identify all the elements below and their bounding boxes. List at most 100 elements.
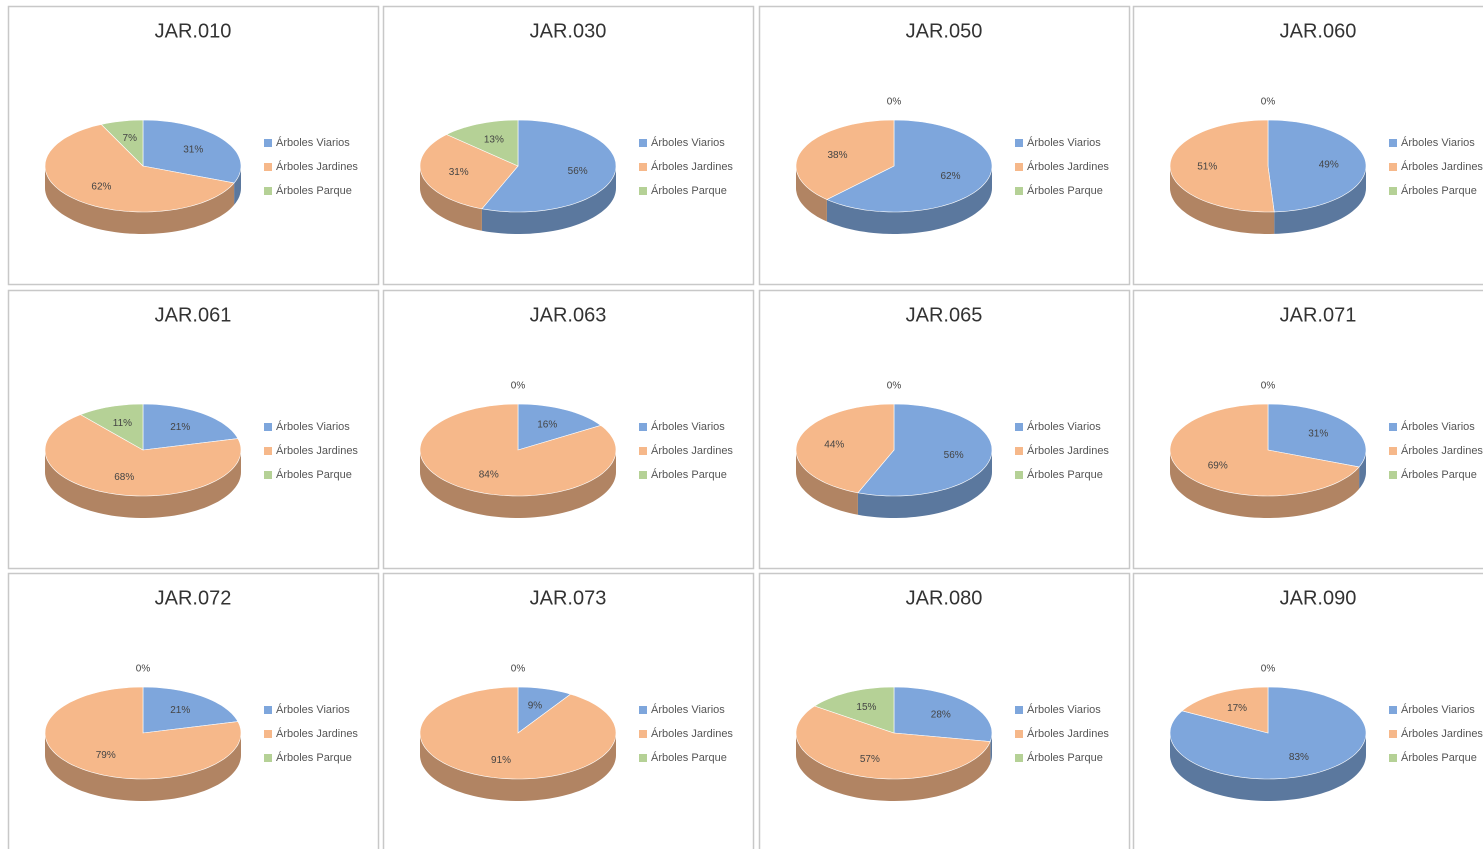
slice-side <box>45 166 235 234</box>
legend-swatch <box>1389 447 1397 455</box>
data-label: 51% <box>1197 162 1217 173</box>
data-label: 0% <box>887 97 902 108</box>
legend-label: Árboles Parque <box>1401 751 1477 764</box>
legend-swatch <box>1389 754 1397 762</box>
data-label: 0% <box>887 381 902 392</box>
data-label: 28% <box>931 709 951 720</box>
legend-swatch <box>639 706 647 714</box>
legend-swatch <box>1389 730 1397 738</box>
data-label: 0% <box>1261 97 1276 108</box>
slice <box>893 686 993 742</box>
legend-swatch <box>1015 163 1023 171</box>
legend-swatch <box>1015 423 1023 431</box>
legend-label: Árboles Viarios <box>1401 420 1475 433</box>
slice <box>142 686 239 734</box>
legend-swatch <box>639 139 647 147</box>
data-label: 68% <box>114 472 134 483</box>
legend-swatch <box>639 163 647 171</box>
legend-swatch <box>264 447 272 455</box>
chart-title: JAR.071 <box>1280 304 1357 326</box>
legend-label: Árboles Viarios <box>276 420 350 433</box>
legend-label: Árboles Parque <box>651 184 727 197</box>
legend-swatch <box>264 471 272 479</box>
legend-swatch <box>1015 187 1023 195</box>
legend-swatch <box>264 754 272 762</box>
legend-label: Árboles Parque <box>651 468 727 481</box>
slice <box>44 686 242 780</box>
slice <box>795 119 895 200</box>
data-label: 38% <box>827 150 847 161</box>
slice-side <box>420 166 482 231</box>
legend-label: Árboles Viarios <box>276 136 350 149</box>
legend-label: Árboles Viarios <box>276 703 350 716</box>
slice-side <box>1170 166 1275 234</box>
legend-label: Árboles Parque <box>1027 468 1103 481</box>
legend-label: Árboles Viarios <box>1401 136 1475 149</box>
slice-side <box>45 733 241 801</box>
legend-label: Árboles Jardines <box>651 160 733 173</box>
slice <box>419 134 519 210</box>
legend-swatch <box>264 730 272 738</box>
data-label: 44% <box>824 439 844 450</box>
slice-side <box>857 450 992 518</box>
legend-swatch <box>1389 163 1397 171</box>
data-label: 62% <box>91 181 111 192</box>
legend-swatch <box>1015 139 1023 147</box>
data-label: 21% <box>170 422 190 433</box>
legend-swatch <box>1389 471 1397 479</box>
chart-title: JAR.060 <box>1280 20 1357 42</box>
legend-label: Árboles Parque <box>276 751 352 764</box>
legend-label: Árboles Jardines <box>651 727 733 740</box>
slice-side <box>481 166 616 234</box>
data-label: 16% <box>537 420 557 431</box>
legend-label: Árboles Viarios <box>651 703 725 716</box>
data-label: 0% <box>511 664 526 675</box>
legend-label: Árboles Parque <box>1401 468 1477 481</box>
legend-label: Árboles Jardines <box>1027 160 1109 173</box>
chart-title: JAR.073 <box>530 587 607 609</box>
legend-swatch <box>639 447 647 455</box>
legend-label: Árboles Jardines <box>276 727 358 740</box>
legend-swatch <box>639 730 647 738</box>
legend-label: Árboles Viarios <box>651 136 725 149</box>
slice <box>1169 403 1360 497</box>
data-label: 0% <box>136 664 151 675</box>
legend-swatch <box>1015 754 1023 762</box>
data-label: 31% <box>183 145 203 156</box>
legend-label: Árboles Parque <box>1027 751 1103 764</box>
slice-side <box>796 450 858 515</box>
slice <box>1181 686 1269 734</box>
legend-swatch <box>264 187 272 195</box>
data-label: 56% <box>944 450 964 461</box>
slice <box>142 403 239 451</box>
chart-title: JAR.063 <box>530 304 607 326</box>
slice-side <box>796 733 991 801</box>
slice-side <box>420 450 616 518</box>
data-label: 21% <box>170 705 190 716</box>
legend-label: Árboles Jardines <box>1027 444 1109 457</box>
slice-side <box>1359 450 1366 489</box>
slice <box>1169 119 1275 213</box>
slice <box>445 119 519 167</box>
legend-swatch <box>1015 706 1023 714</box>
slice-side <box>1170 450 1360 518</box>
legend-swatch <box>1389 139 1397 147</box>
legend-label: Árboles Jardines <box>1401 727 1483 740</box>
slice <box>1267 119 1367 213</box>
legend-label: Árboles Viarios <box>1401 703 1475 716</box>
slice <box>44 414 242 497</box>
legend-swatch <box>639 471 647 479</box>
legend-label: Árboles Parque <box>651 751 727 764</box>
legend-swatch <box>1389 423 1397 431</box>
legend-swatch <box>1015 471 1023 479</box>
slice <box>419 686 617 780</box>
slice-side <box>796 166 827 222</box>
slice <box>857 403 993 497</box>
legend-label: Árboles Jardines <box>276 160 358 173</box>
data-label: 62% <box>940 171 960 182</box>
data-label: 91% <box>491 755 511 766</box>
legend-label: Árboles Parque <box>276 184 352 197</box>
data-label: 31% <box>449 167 469 178</box>
legend-swatch <box>639 187 647 195</box>
legend-swatch <box>264 139 272 147</box>
